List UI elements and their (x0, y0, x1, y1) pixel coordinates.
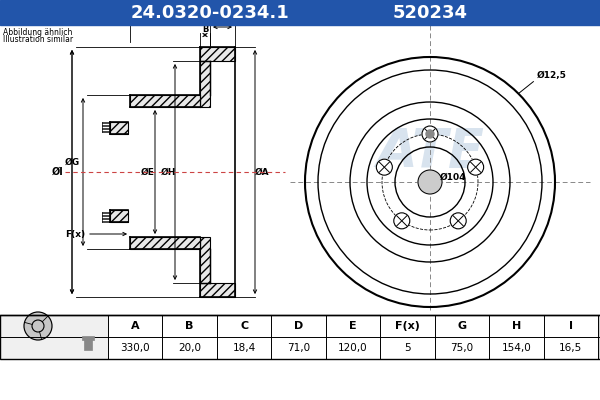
Text: ATE: ATE (376, 126, 484, 178)
Text: ØH: ØH (160, 168, 176, 176)
Text: Abbildung ähnlich: Abbildung ähnlich (3, 28, 73, 37)
Text: ØI: ØI (52, 167, 64, 177)
Circle shape (394, 213, 410, 229)
Circle shape (467, 159, 484, 175)
Text: D: D (294, 321, 303, 331)
Text: C: C (240, 321, 248, 331)
Text: B: B (202, 24, 208, 34)
Text: 18,4: 18,4 (232, 343, 256, 353)
Text: ØE: ØE (141, 168, 155, 176)
Bar (0, 315, 600, 359)
Text: I: I (569, 321, 573, 331)
Text: ØG: ØG (64, 158, 80, 166)
Text: 24.0320-0234.1: 24.0320-0234.1 (131, 4, 289, 22)
Text: B: B (185, 321, 194, 331)
Bar (0, 337, 108, 359)
Text: 75,0: 75,0 (451, 343, 473, 353)
Text: Ø12,5: Ø12,5 (536, 71, 566, 80)
Text: 20,0: 20,0 (178, 343, 201, 353)
Text: 71,0: 71,0 (287, 343, 310, 353)
Text: E: E (349, 321, 357, 331)
Bar (200, 47, 235, 61)
Text: G: G (457, 321, 466, 331)
Text: H: H (512, 321, 521, 331)
Text: Ø104: Ø104 (440, 172, 467, 182)
Bar (0, 0, 600, 25)
Circle shape (376, 159, 392, 175)
Bar (0, 25, 600, 315)
Text: 330,0: 330,0 (121, 343, 150, 353)
Text: C (MTH): C (MTH) (203, 16, 241, 26)
Bar (82, 336, 94, 340)
Bar (130, 95, 200, 107)
Text: F(x): F(x) (65, 230, 85, 238)
Text: 16,5: 16,5 (559, 343, 583, 353)
Bar (200, 283, 235, 297)
Circle shape (450, 213, 466, 229)
Text: F(x): F(x) (395, 321, 420, 331)
Text: 5: 5 (404, 343, 411, 353)
Text: A: A (131, 321, 140, 331)
Bar (110, 210, 128, 222)
Bar (0, 315, 108, 337)
Circle shape (418, 170, 442, 194)
Text: Illustration similar: Illustration similar (3, 35, 73, 44)
Text: 154,0: 154,0 (502, 343, 531, 353)
Text: 520234: 520234 (392, 4, 467, 22)
Text: 120,0: 120,0 (338, 343, 368, 353)
Text: D: D (167, 6, 173, 16)
Bar (0, 315, 600, 359)
Bar (84, 338, 92, 350)
Circle shape (422, 126, 438, 142)
Bar (130, 237, 200, 249)
Bar (200, 237, 210, 283)
Text: ØA: ØA (254, 168, 269, 176)
Circle shape (24, 312, 52, 340)
Circle shape (426, 130, 434, 138)
Bar (290, 25, 600, 310)
Bar (200, 61, 210, 107)
Bar (110, 122, 128, 134)
